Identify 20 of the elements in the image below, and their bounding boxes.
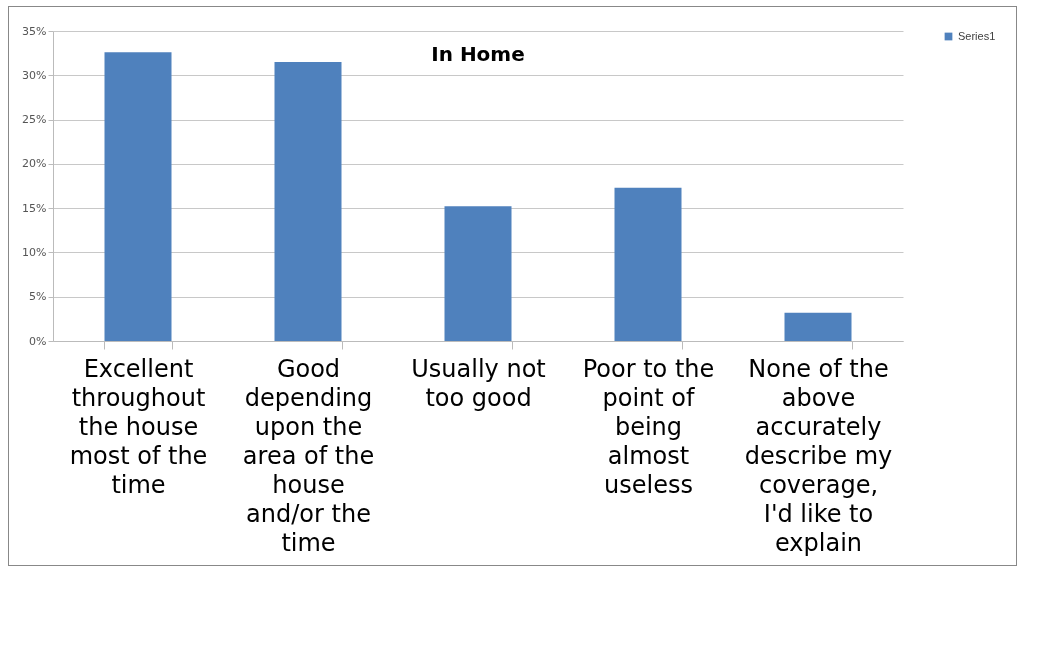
y-tick-label: 25% <box>22 113 47 127</box>
bar <box>444 206 512 341</box>
x-tick-label: Usually not too good <box>411 354 546 412</box>
y-tick-label: 15% <box>22 201 47 215</box>
y-tick-label: 5% <box>29 290 47 304</box>
x-tick-label: None of the above accurately describe my coverage, I'd like to explain <box>744 354 893 557</box>
x-tick-label: Good depending upon the area of the house and/or the time <box>242 354 375 557</box>
y-tick-label: 0% <box>29 334 47 348</box>
y-tick-label: 10% <box>22 245 47 259</box>
bar <box>274 62 342 341</box>
text: In Home <box>431 42 525 66</box>
y-tick-label: 20% <box>22 157 47 171</box>
bar <box>614 187 682 341</box>
x-tick-label: Poor to the point of being almost useless <box>582 354 715 499</box>
bar <box>784 312 852 341</box>
y-tick-label: 30% <box>22 68 47 82</box>
x-tick-label: Excellent throughout the house most of the time <box>69 354 208 499</box>
bar <box>104 52 172 341</box>
legend-label: Series1 <box>958 29 996 42</box>
y-tick-label: 35% <box>22 24 47 38</box>
